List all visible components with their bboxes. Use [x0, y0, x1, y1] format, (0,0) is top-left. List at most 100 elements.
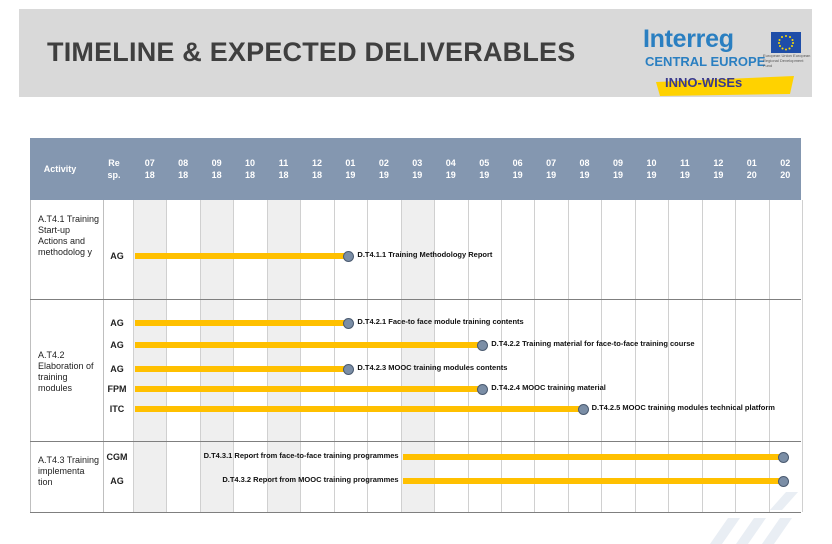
- grid-vline: [103, 200, 104, 512]
- grid-vline: [233, 200, 235, 512]
- deliverable-label: D.T4.3.1 Report from face-to-face traini…: [203, 451, 399, 460]
- grid-vline: [166, 200, 168, 512]
- month-year: 19: [613, 170, 624, 180]
- month-header: 09 18: [200, 157, 233, 181]
- month-number: 11: [278, 158, 289, 168]
- grid-vline: [300, 200, 302, 512]
- grid-vline: [266, 200, 268, 512]
- month-number: 01: [345, 158, 356, 168]
- deliverable-label: D.T4.2.4 MOOC training material: [491, 383, 606, 392]
- shaded-column: [266, 200, 301, 512]
- deliverable-label: D.T4.2.1 Face-to face module training co…: [357, 317, 524, 326]
- timeline-bar: [135, 386, 483, 392]
- milestone-marker: [778, 452, 790, 463]
- resp-label: ITC: [109, 404, 125, 414]
- month-year: 18: [278, 170, 289, 180]
- month-number: 04: [445, 158, 456, 168]
- timeline-bar: [402, 454, 784, 460]
- resp-label: AG: [110, 364, 124, 374]
- grid-vline: [534, 200, 536, 512]
- month-header: 07 18: [133, 157, 166, 181]
- deliverable-label: D.T4.2.3 MOOC training modules contents: [357, 363, 508, 372]
- grid-vline: [199, 200, 201, 512]
- month-header: 08 18: [166, 157, 199, 181]
- month-number: 11: [680, 158, 690, 168]
- activity-label: A.T4.3 Training implementa tion: [38, 455, 100, 487]
- shaded-column: [133, 200, 167, 512]
- resp-label: AG: [110, 251, 124, 261]
- month-header: 08 19: [568, 157, 601, 181]
- month-header: 05 19: [468, 157, 501, 181]
- month-number: 10: [245, 158, 256, 168]
- month-header: 01 20: [735, 157, 768, 181]
- resp-label: AG: [110, 340, 124, 350]
- row-separator: [30, 512, 801, 513]
- month-year: 18: [211, 170, 222, 180]
- timeline-bar: [402, 478, 784, 484]
- grid-vline: [400, 200, 402, 512]
- deliverable-label: D.T4.2.2 Training material for face-to-f…: [491, 339, 695, 348]
- month-header: 01 19: [334, 157, 367, 181]
- grid-vline: [333, 200, 335, 512]
- milestone-marker: [343, 364, 355, 375]
- month-number: 08: [178, 158, 189, 168]
- eu-caption: European Union European Regional Develop…: [763, 53, 811, 68]
- month-number: 01: [746, 158, 757, 168]
- grid-vline: [601, 200, 603, 512]
- milestone-marker: [343, 251, 355, 262]
- grid-vline: [668, 200, 670, 512]
- grid-vline: [634, 200, 636, 512]
- month-header: 04 19: [434, 157, 467, 181]
- header-activity: Activity: [43, 164, 77, 174]
- resp-label: FPM: [107, 384, 127, 394]
- month-header: 12 18: [300, 157, 333, 181]
- watermark-logo: [710, 492, 798, 544]
- logo-swoosh: [656, 76, 794, 96]
- month-header: 11 19: [668, 157, 701, 181]
- grid-vline: [467, 200, 469, 512]
- milestone-marker: [343, 318, 355, 329]
- logo-project: INNO-WISEs: [665, 75, 743, 90]
- grid-vline: [133, 200, 134, 512]
- timeline-bar: [135, 366, 349, 372]
- resp-label: CGM: [106, 452, 128, 462]
- month-header: 10 18: [233, 157, 266, 181]
- timeline-bar: [135, 253, 349, 259]
- month-header: 12 19: [702, 157, 735, 181]
- month-number: 03: [412, 158, 423, 168]
- grid-vline: [30, 200, 31, 512]
- header-banner: TIMELINE & EXPECTED DELIVERABLES Interre…: [19, 9, 812, 97]
- month-header: 11 18: [267, 157, 300, 181]
- month-number: 10: [646, 158, 657, 168]
- month-year: 19: [512, 170, 523, 180]
- month-header: 02 19: [367, 157, 400, 181]
- month-year: 19: [412, 170, 423, 180]
- month-year: 19: [479, 170, 490, 180]
- month-year: 19: [713, 170, 724, 180]
- deliverable-label: D.T4.3.2 Report from MOOC training progr…: [222, 475, 399, 484]
- grid-vline: [701, 200, 703, 512]
- milestone-marker: [477, 384, 489, 395]
- logo-brand: Interreg: [643, 25, 734, 53]
- month-header: 09 19: [601, 157, 634, 181]
- month-number: 08: [579, 158, 590, 168]
- month-year: 19: [546, 170, 557, 180]
- month-year: 19: [679, 170, 690, 180]
- milestone-marker: [477, 340, 489, 351]
- grid-vline: [567, 200, 569, 512]
- resp-label: AG: [110, 318, 124, 328]
- logo-program: CENTRAL EUROPE: [645, 54, 766, 69]
- month-number: 07: [546, 158, 557, 168]
- table-header: [30, 138, 801, 200]
- grid-vline: [802, 200, 803, 512]
- month-header: 02 20: [769, 157, 802, 181]
- month-year: 18: [311, 170, 322, 180]
- month-number: 07: [144, 158, 155, 168]
- month-number: 12: [311, 158, 322, 168]
- shaded-column: [400, 200, 435, 512]
- month-year: 18: [178, 170, 189, 180]
- month-number: 06: [512, 158, 523, 168]
- grid-vline: [500, 200, 502, 512]
- month-header: 06 19: [501, 157, 534, 181]
- grid-vline: [434, 200, 436, 512]
